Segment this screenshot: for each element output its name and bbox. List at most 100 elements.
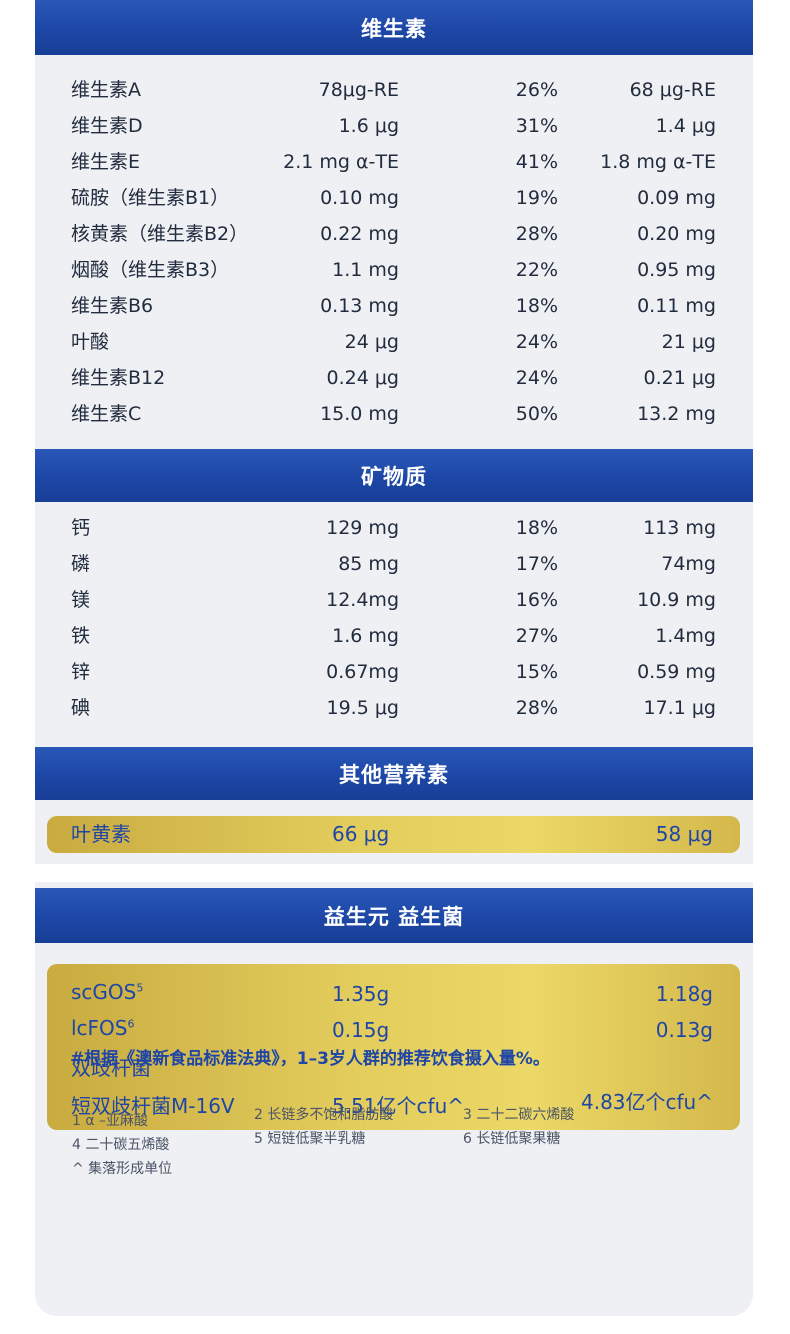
vitamin-value-100g: 0.10 mg [320, 187, 399, 209]
mineral-value-100g: 85 mg [338, 553, 399, 575]
vitamin-row: 核黄素（维生素B2） 0.22 mg 28% 0.20 mg [35, 216, 753, 252]
prebiotic-name: scGOS5 [71, 980, 144, 1004]
mineral-row: 钙 129 mg 18% 113 mg [35, 510, 753, 546]
vitamin-name: 硫胺（维生素B1） [71, 187, 230, 209]
mineral-value-100ml: 0.59 mg [637, 661, 716, 683]
vitamin-rdi-percent: 22% [515, 259, 558, 281]
prebiotics-header: 益生元 益生菌 [35, 888, 753, 943]
vitamin-row: 维生素D 1.6 μg 31% 1.4 μg [35, 108, 753, 144]
rdi-note: #根据《澳新食品标准法典》，1–3岁人群的推荐饮食摄入量%。 [70, 1049, 550, 1069]
mineral-rdi-percent: 28% [515, 697, 558, 719]
mineral-name: 铁 [71, 625, 91, 647]
mineral-name: 镁 [71, 589, 91, 611]
mineral-value-100g: 19.5 μg [326, 697, 400, 719]
prebiotic-value-100g: 1.35g [332, 982, 390, 1006]
vitamin-rdi-percent: 41% [515, 151, 558, 173]
vitamin-row: 烟酸（维生素B3） 1.1 mg 22% 0.95 mg [35, 252, 753, 288]
mineral-value-100ml: 113 mg [643, 517, 716, 539]
vitamin-value-100ml: 0.20 mg [637, 223, 716, 245]
mineral-value-100ml: 17.1 μg [643, 697, 717, 719]
other-nutrients-header: 其他营养素 [35, 747, 753, 800]
mineral-row: 铁 1.6 mg 27% 1.4mg [35, 618, 753, 654]
vitamin-row: 维生素A 78μg-RE 26% 68 μg-RE [35, 72, 753, 108]
lutein-value-100ml: 58 μg [655, 822, 713, 846]
vitamin-rdi-percent: 31% [515, 115, 558, 137]
prebiotics-table: scGOS5 1.35g 1.18g lcFOS6 0.15g 0.13g 双歧… [47, 964, 740, 1130]
lutein-label: 叶黄素 [71, 822, 131, 846]
vitamin-rdi-percent: 24% [515, 367, 558, 389]
vitamin-value-100g: 78μg-RE [318, 79, 399, 101]
vitamin-value-100ml: 21 μg [661, 331, 716, 353]
vitamin-value-100g: 1.6 μg [338, 115, 399, 137]
lutein-value-100g: 66 μg [332, 822, 390, 846]
footnote: 4 二十碳五烯酸 [72, 1137, 170, 1153]
vitamin-value-100g: 0.13 mg [320, 295, 399, 317]
vitamin-value-100ml: 0.95 mg [637, 259, 716, 281]
mineral-value-100g: 12.4mg [326, 589, 399, 611]
prebiotic-value-100g: 0.15g [332, 1018, 390, 1042]
probiotic-value-100ml: 4.83亿个cfu^ [580, 1090, 713, 1114]
mineral-name: 钙 [71, 517, 91, 539]
vitamin-value-100g: 1.1 mg [332, 259, 399, 281]
vitamin-rdi-percent: 50% [515, 403, 558, 425]
vitamin-name: 维生素B12 [71, 367, 166, 389]
vitamin-value-100ml: 0.11 mg [637, 295, 716, 317]
vitamin-value-100g: 0.22 mg [320, 223, 399, 245]
mineral-rdi-percent: 15% [515, 661, 558, 683]
mineral-value-100ml: 10.9 mg [637, 589, 716, 611]
prebiotic-value-100ml: 1.18g [655, 982, 713, 1006]
vitamin-value-100ml: 1.8 mg α-TE [600, 151, 716, 173]
footnote: 6 长链低聚果糖 [463, 1131, 561, 1147]
footnote: 3 二十二碳六烯酸 [463, 1107, 575, 1123]
footnote: 5 短链低聚半乳糖 [254, 1131, 366, 1147]
vitamin-name: 维生素B6 [71, 295, 154, 317]
prebiotic-name: lcFOS6 [71, 1016, 135, 1040]
mineral-name: 碘 [71, 697, 91, 719]
mineral-rdi-percent: 18% [515, 517, 558, 539]
mineral-rdi-percent: 16% [515, 589, 558, 611]
vitamin-value-100ml: 1.4 μg [655, 115, 716, 137]
mineral-value-100g: 129 mg [326, 517, 399, 539]
probiotic-name: 双歧杆菌 [71, 1056, 151, 1080]
vitamins-table: 维生素A 78μg-RE 26% 68 μg-RE 维生素D 1.6 μg 31% 1.4 μ… [35, 72, 753, 432]
vitamin-name: 维生素D [71, 115, 143, 137]
vitamin-value-100g: 2.1 mg α-TE [283, 151, 399, 173]
mineral-rdi-percent: 17% [515, 553, 558, 575]
vitamin-row: 维生素C 15.0 mg 50% 13.2 mg [35, 396, 753, 432]
minerals-table: 钙 129 mg 18% 113 mg 磷 85 mg 17% 74mg 镁 12.4mg 16% 1… [35, 510, 753, 726]
vitamin-name: 维生素E [71, 151, 141, 173]
mineral-row: 锌 0.67mg 15% 0.59 mg [35, 654, 753, 690]
vitamin-row: 维生素E 2.1 mg α-TE 41% 1.8 mg α-TE [35, 144, 753, 180]
vitamin-value-100ml: 0.09 mg [637, 187, 716, 209]
vitamin-value-100g: 24 μg [344, 331, 399, 353]
vitamin-name: 维生素A [71, 79, 141, 101]
vitamin-value-100g: 0.24 μg [326, 367, 400, 389]
mineral-value-100g: 0.67mg [326, 661, 399, 683]
footnote: 2 长链多不饱和脂肪酸 [254, 1107, 394, 1123]
vitamin-name: 叶酸 [71, 331, 110, 353]
vitamin-row: 叶酸 24 μg 24% 21 μg [35, 324, 753, 360]
minerals-header: 矿物质 [35, 449, 753, 502]
nutrition-panel: 维生素 维生素A 78μg-RE 26% 68 μg-RE 维生素D 1.6 μg 31% 1… [35, 0, 753, 864]
probiotic-value-100g: 5.51亿个cfu^ [332, 1094, 465, 1118]
vitamin-value-100ml: 68 μg-RE [629, 79, 716, 101]
mineral-name: 磷 [71, 553, 91, 575]
vitamin-row: 硫胺（维生素B1） 0.10 mg 19% 0.09 mg [35, 180, 753, 216]
footnote: 1 α –亚麻酸 [72, 1113, 149, 1129]
vitamin-name: 核黄素（维生素B2） [71, 223, 249, 245]
prebiotics-panel: 益生元 益生菌 scGOS5 1.35g 1.18g lcFOS6 0.15g … [35, 882, 753, 1316]
lutein-row: 叶黄素 66 μg 58 μg [47, 816, 740, 853]
vitamin-value-100ml: 13.2 mg [637, 403, 716, 425]
vitamin-name: 烟酸（维生素B3） [71, 259, 230, 281]
vitamin-rdi-percent: 24% [515, 331, 558, 353]
mineral-rdi-percent: 27% [515, 625, 558, 647]
mineral-row: 磷 85 mg 17% 74mg [35, 546, 753, 582]
vitamin-rdi-percent: 18% [515, 295, 558, 317]
prebiotic-value-100ml: 0.13g [655, 1018, 713, 1042]
mineral-value-100g: 1.6 mg [332, 625, 399, 647]
vitamin-value-100g: 15.0 mg [320, 403, 399, 425]
vitamin-value-100ml: 0.21 μg [643, 367, 717, 389]
vitamins-header: 维生素 [35, 0, 753, 55]
mineral-row: 碘 19.5 μg 28% 17.1 μg [35, 690, 753, 726]
probiotic-name: 短双歧杆菌M-16V [71, 1094, 235, 1118]
